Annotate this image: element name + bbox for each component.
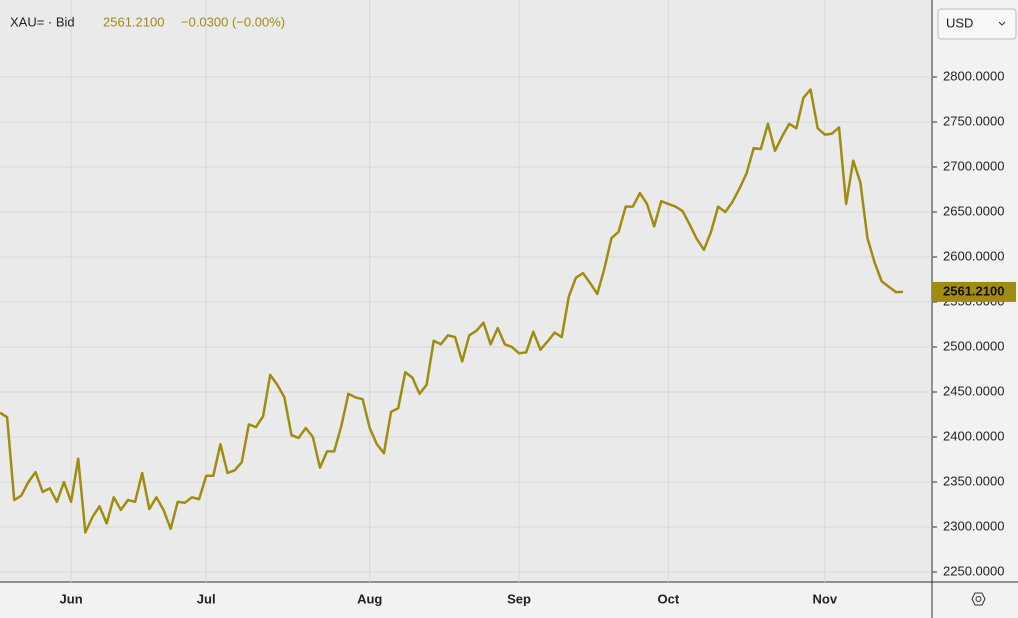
- y-tick-label: 2750.0000: [943, 113, 1004, 128]
- grid: [0, 0, 932, 582]
- settings-icon[interactable]: [971, 592, 986, 606]
- y-tick-label: 2450.0000: [943, 383, 1004, 398]
- x-tick-label: Jun: [60, 591, 83, 606]
- x-tick-label: Oct: [658, 591, 680, 606]
- dropdown-arrow[interactable]: [998, 21, 1006, 26]
- y-tick-label: 2600.0000: [943, 248, 1004, 263]
- currency-select[interactable]: USD: [937, 8, 1017, 40]
- x-tick-label: Sep: [507, 591, 531, 606]
- settings-icon-center[interactable]: [975, 596, 982, 602]
- symbol: XAU= · Bid: [10, 14, 75, 29]
- x-axis-panel: [0, 582, 932, 618]
- settings-button[interactable]: [971, 592, 986, 606]
- y-tick-label: 2300.0000: [943, 518, 1004, 533]
- y-tick-label: 2650.0000: [943, 203, 1004, 218]
- y-axis-panel: [932, 0, 1018, 618]
- y-tick-label: 2350.0000: [943, 473, 1004, 488]
- currency-box[interactable]: [937, 8, 1017, 40]
- x-tick-label: Aug: [357, 591, 382, 606]
- x-tick-label: Jul: [197, 591, 216, 606]
- y-tick-label: 2400.0000: [943, 428, 1004, 443]
- y-tick-label: 2700.0000: [943, 158, 1004, 173]
- last-price-label: 2561.2100: [943, 283, 1004, 298]
- last-price-tag: [932, 281, 1016, 302]
- y-tick-label: 2800.0000: [943, 68, 1004, 83]
- y-tick-label: 2250.0000: [943, 563, 1004, 578]
- currency-label[interactable]: USD: [946, 15, 973, 30]
- price-line: [0, 88, 904, 534]
- price: 2561.2100: [103, 14, 164, 29]
- y-tick-label: 2500.0000: [943, 338, 1004, 353]
- x-tick-label: Nov: [813, 591, 838, 606]
- plot-area: [0, 0, 932, 582]
- change: −0.0300 (−0.00%): [181, 14, 285, 29]
